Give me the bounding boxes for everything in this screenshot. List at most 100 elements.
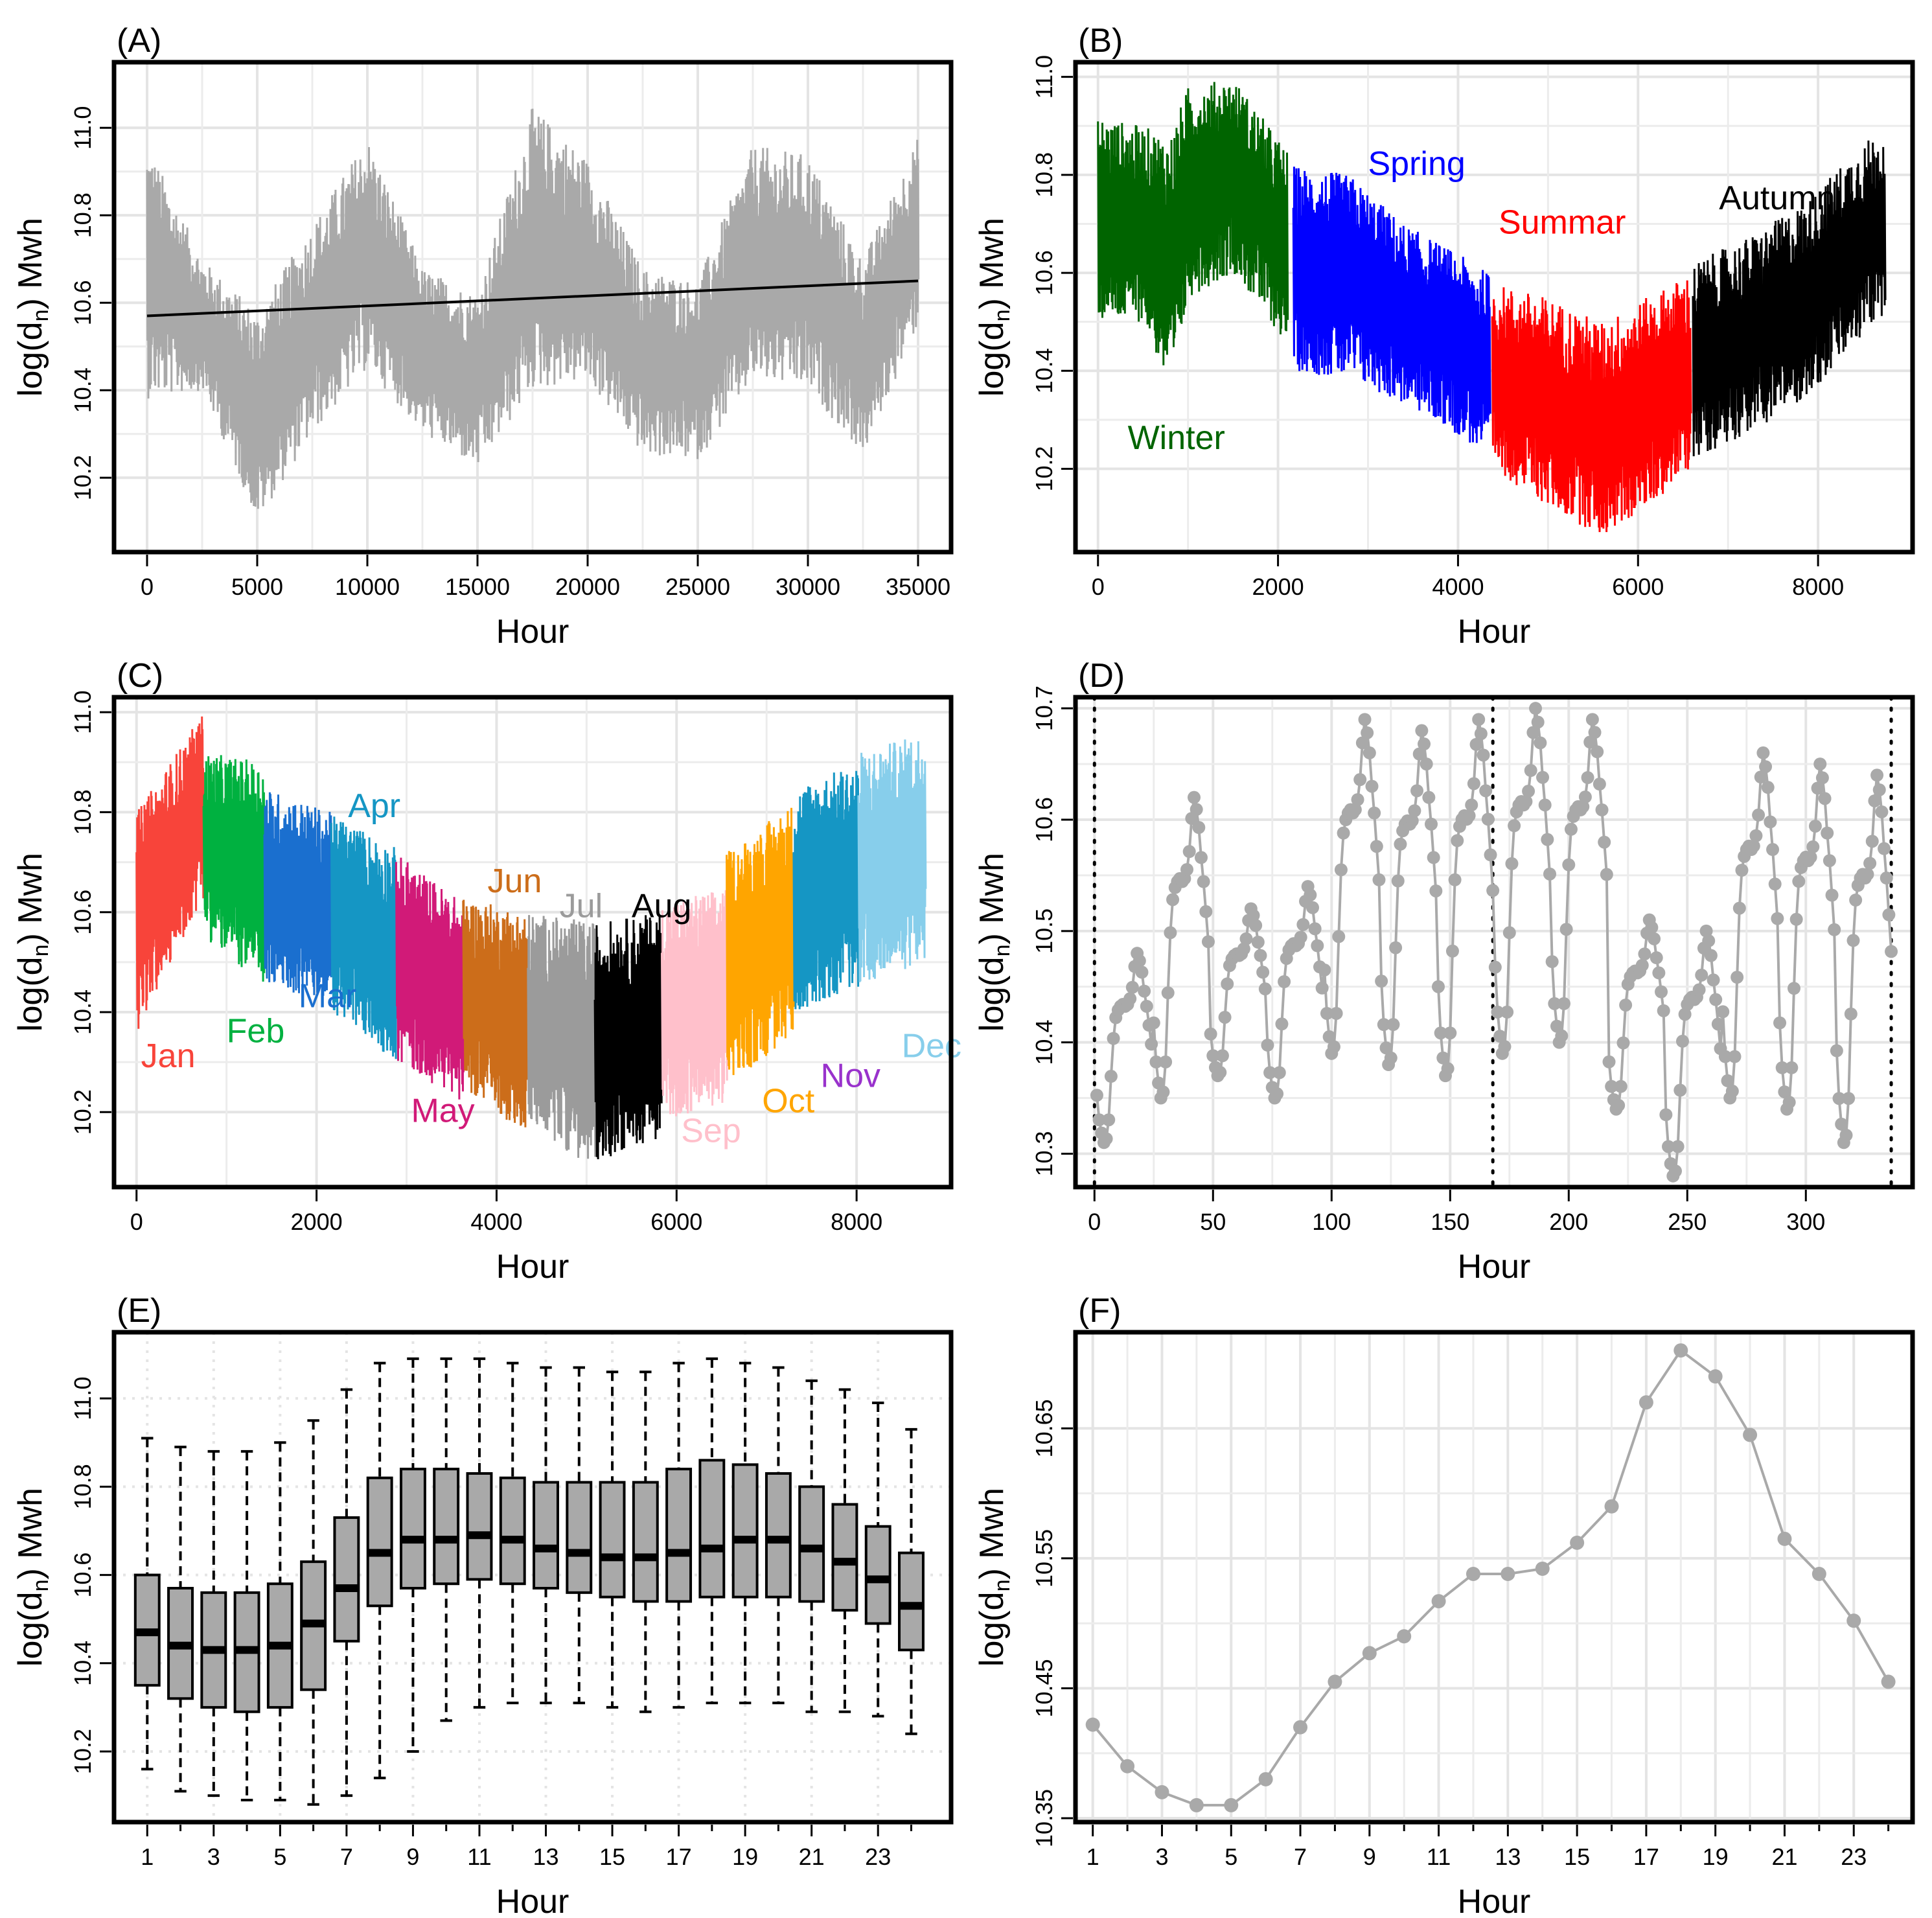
data-point bbox=[1501, 1566, 1515, 1581]
x-tick-label: 8000 bbox=[1792, 573, 1844, 600]
series-line bbox=[1692, 140, 1887, 457]
data-point bbox=[1616, 1036, 1630, 1050]
x-tick-label: 11 bbox=[467, 1843, 491, 1870]
data-point bbox=[1427, 851, 1440, 864]
panel-B: Winter Spring Summar Autumn 0 2000 4000 6000 800… bbox=[973, 22, 1915, 651]
data-point bbox=[1386, 1018, 1400, 1032]
data-point bbox=[1657, 1004, 1670, 1017]
data-point bbox=[1775, 1061, 1789, 1074]
series-jan bbox=[135, 716, 205, 1029]
box-iqr bbox=[731, 1463, 759, 1599]
panel-label: (C) bbox=[117, 657, 163, 695]
panel-label: (E) bbox=[117, 1292, 161, 1330]
data-point bbox=[1322, 1030, 1336, 1044]
data-point bbox=[1261, 1038, 1274, 1052]
x-tick-label: 0 bbox=[141, 573, 154, 600]
y-title-suffix: ) Mwh bbox=[12, 218, 49, 310]
data-point bbox=[1652, 966, 1666, 980]
data-point bbox=[1863, 857, 1877, 870]
data-point bbox=[1728, 1050, 1742, 1063]
box-iqr bbox=[698, 1459, 726, 1599]
label-oct: Oct bbox=[762, 1082, 814, 1120]
plot-area-E bbox=[133, 1357, 925, 1806]
data-point bbox=[1725, 1084, 1739, 1098]
data-point bbox=[1147, 1016, 1160, 1030]
x-tick-label: 5000 bbox=[231, 573, 283, 600]
y-title-prefix: log(d bbox=[12, 321, 49, 397]
label-sep: Sep bbox=[681, 1113, 741, 1150]
data-point bbox=[1328, 1674, 1342, 1689]
data-point bbox=[1391, 874, 1405, 888]
data-point bbox=[1334, 863, 1348, 877]
data-point bbox=[1716, 1005, 1730, 1019]
data-point bbox=[1882, 908, 1896, 921]
data-point bbox=[1308, 922, 1322, 936]
data-point bbox=[1844, 1007, 1857, 1021]
data-point bbox=[1880, 872, 1893, 885]
x-tick-label: 0 bbox=[1088, 1208, 1101, 1235]
data-point bbox=[1752, 808, 1765, 822]
box-iqr bbox=[765, 1472, 792, 1599]
data-point bbox=[1543, 867, 1557, 881]
y-axis-E: 10.2 10.4 10.6 10.8 11.0 log(dn) Mwh bbox=[12, 1376, 111, 1774]
data-point bbox=[1868, 794, 1881, 807]
x-tick-label: 13 bbox=[1495, 1843, 1521, 1870]
y-axis-D: 10.3 10.4 10.5 10.6 10.7 log(dn) Mwh bbox=[973, 686, 1073, 1176]
x-tick-label: 10000 bbox=[335, 573, 400, 600]
data-point bbox=[1370, 840, 1383, 853]
data-point bbox=[1415, 724, 1429, 737]
series-hourly-demand bbox=[146, 108, 920, 509]
data-point bbox=[1135, 965, 1149, 979]
data-point bbox=[1412, 747, 1426, 761]
box-hour-3 bbox=[200, 1450, 227, 1797]
data-point bbox=[1206, 1049, 1220, 1063]
x-tick-label: 23 bbox=[865, 1843, 891, 1870]
data-point bbox=[1673, 1083, 1687, 1097]
data-point bbox=[1156, 1085, 1170, 1099]
data-point bbox=[1545, 955, 1559, 969]
data-point bbox=[1699, 924, 1713, 938]
x-axis-title: Hour bbox=[496, 613, 569, 651]
x-tick-label: 250 bbox=[1668, 1208, 1707, 1235]
data-point bbox=[1602, 1055, 1616, 1069]
data-point bbox=[1732, 901, 1746, 915]
y-tick-label: 10.7 bbox=[1031, 686, 1057, 731]
panel-F: 1 3 5 7 9 11 13 15 17 19 21 23Hour10.3510.4510.5510… bbox=[973, 1292, 1915, 1918]
box-hour-21 bbox=[798, 1379, 825, 1713]
annotations-B: Winter Spring Summar Autumn bbox=[1128, 145, 1835, 457]
series-jul bbox=[527, 915, 597, 1159]
data-point bbox=[1379, 1041, 1393, 1055]
x-tick-label: 30000 bbox=[776, 573, 840, 600]
data-point bbox=[1747, 839, 1760, 853]
box-hour-6 bbox=[300, 1419, 327, 1806]
data-point bbox=[1668, 1164, 1682, 1178]
x-axis-title: Hour bbox=[1458, 1883, 1531, 1918]
y-title-suffix: ) Mwh bbox=[973, 853, 1011, 945]
series-line bbox=[1292, 167, 1491, 443]
data-point bbox=[1823, 854, 1836, 868]
data-point bbox=[1377, 1018, 1390, 1032]
series-spring bbox=[1292, 167, 1491, 443]
data-point bbox=[1394, 837, 1407, 851]
data-point bbox=[1808, 819, 1822, 833]
plot-area-A bbox=[146, 108, 920, 509]
data-point bbox=[1564, 822, 1578, 836]
data-point bbox=[1085, 1717, 1100, 1732]
series-aug bbox=[593, 915, 663, 1160]
data-point bbox=[1548, 997, 1561, 1010]
plot-frame bbox=[111, 60, 954, 555]
data-point bbox=[1832, 1092, 1846, 1105]
data-point bbox=[1581, 771, 1594, 785]
data-point bbox=[1600, 868, 1613, 881]
series-line bbox=[1097, 82, 1289, 365]
y-tick-label: 10.2 bbox=[69, 1089, 96, 1135]
y-title-subscript: n bbox=[29, 310, 53, 322]
data-point bbox=[1835, 1117, 1848, 1131]
data-point bbox=[1559, 923, 1573, 936]
box-hour-22 bbox=[831, 1388, 858, 1713]
data-point bbox=[1709, 993, 1723, 1006]
series-line bbox=[661, 890, 728, 1116]
data-point bbox=[1865, 835, 1879, 848]
y-title-prefix: log(d bbox=[973, 321, 1011, 397]
